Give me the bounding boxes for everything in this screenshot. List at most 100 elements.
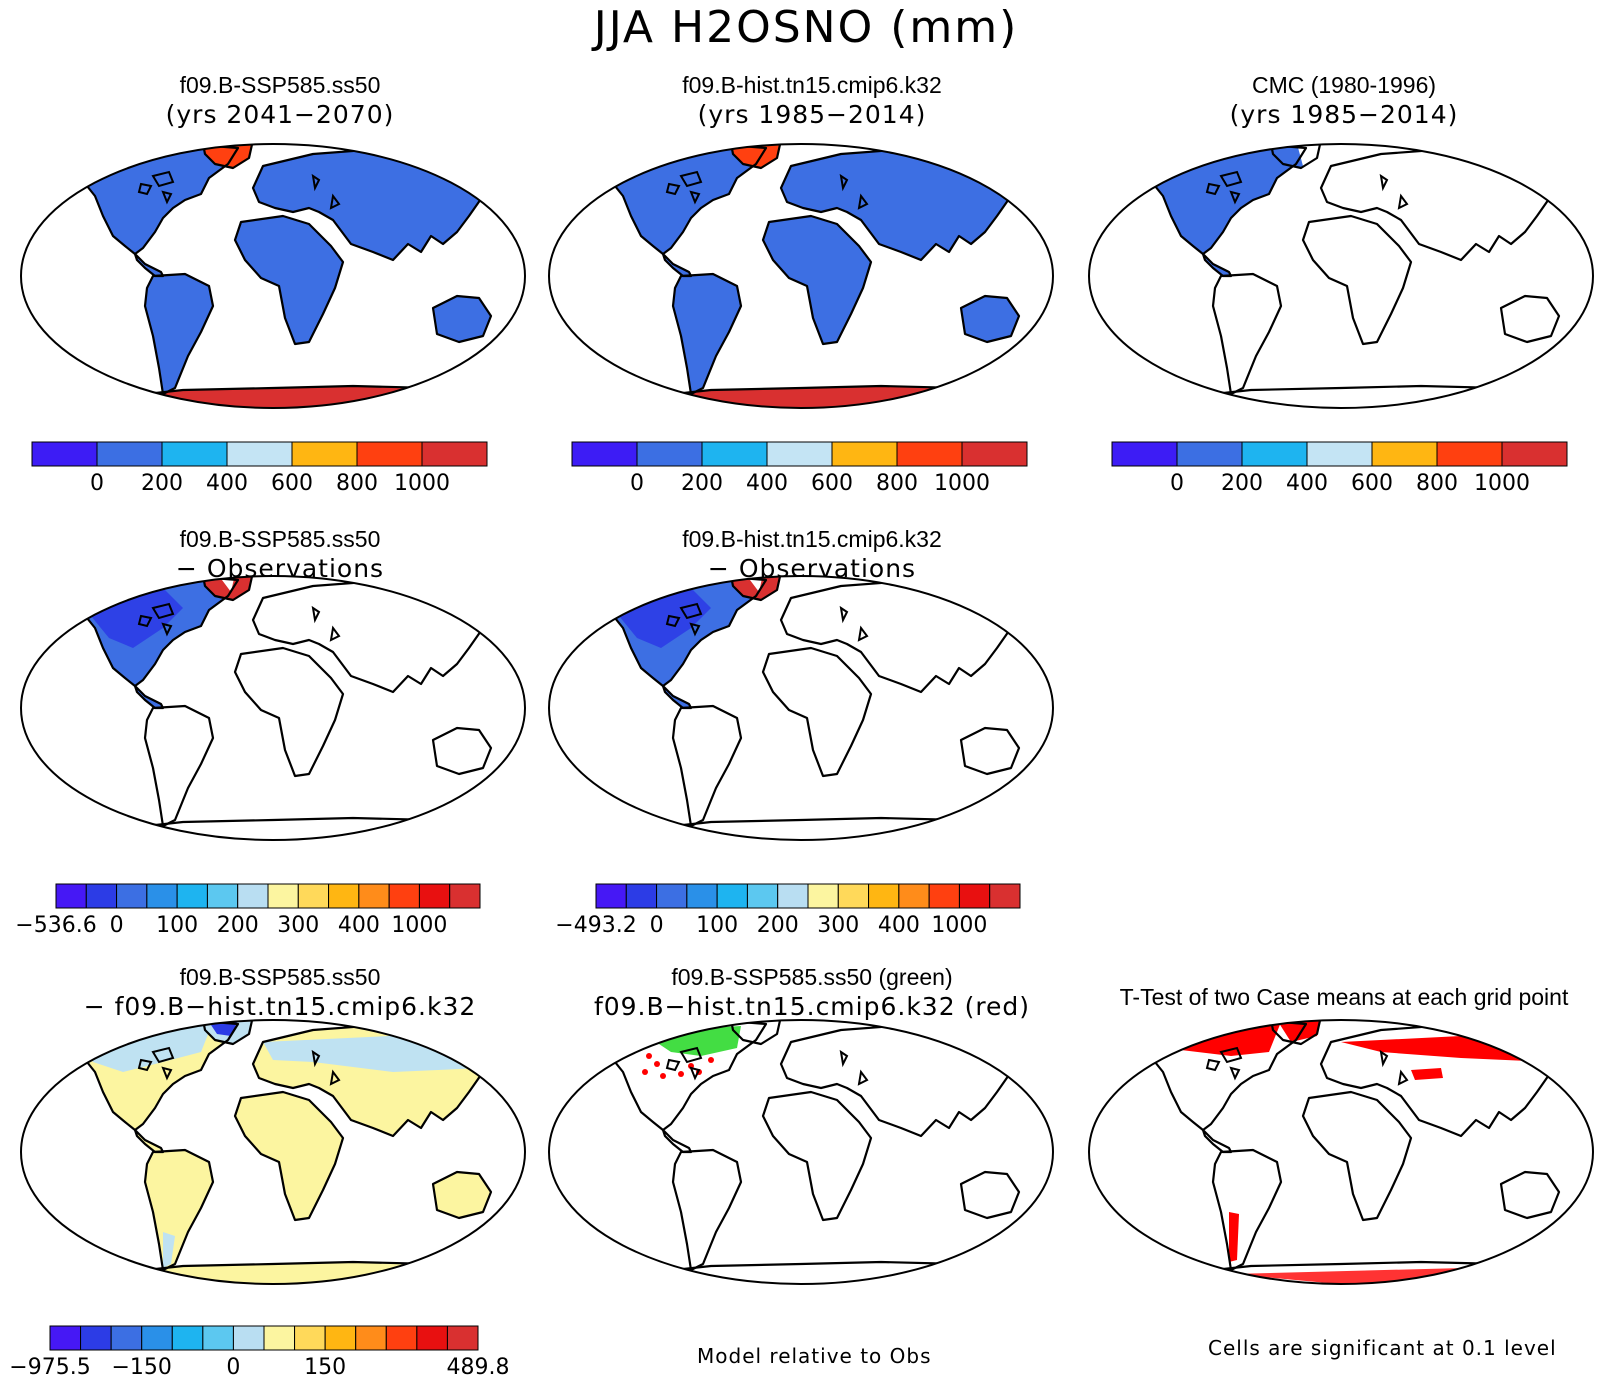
colorbar-label: 489.8 (447, 1355, 510, 1380)
panel-title-1: f09.B-SSP585.ss50 (yrs 2041−2070) (0, 70, 560, 130)
map-panel-hist (547, 143, 1055, 409)
landmass-southAmerica (673, 274, 741, 394)
colorbar-label: −493.2 (555, 913, 636, 938)
map-boundary (547, 143, 1055, 409)
coastline-southAmerica (671, 704, 743, 828)
panel-title-3: CMC (1980-1996) (yrs 1985−2014) (1064, 70, 1612, 130)
colorbar-label: 800 (876, 471, 918, 496)
colorbar-swatch (49, 1325, 82, 1351)
colorbar-swatch (1501, 441, 1568, 467)
coastline-africa (1301, 1090, 1413, 1222)
colorbar-label: 0 (90, 471, 104, 496)
lake-outline (1379, 1049, 1389, 1068)
coastline-southAmerica (671, 1148, 743, 1272)
colorbar-label: 400 (206, 471, 248, 496)
colorbar-difference-2: −493.2 0 100 200 300 400 1000 (555, 883, 1021, 938)
map-panel-ssp585 (19, 143, 527, 409)
colorbar-swatch (55, 883, 87, 909)
colorbar-swatch (385, 1325, 418, 1351)
lake-outline (679, 170, 703, 188)
map-panel-ssp585-minus-obs (19, 575, 527, 841)
lake-outline (1397, 193, 1409, 210)
lake-outline (151, 602, 175, 620)
lake-outline (665, 1058, 681, 1072)
coastline-greenland (201, 1020, 255, 1046)
landmass-africa (763, 1092, 871, 1220)
colorbar-label: 150 (304, 1355, 346, 1380)
colorbar-label: 1000 (934, 471, 990, 496)
lake-outline (1219, 1046, 1243, 1064)
lake-outline (311, 605, 321, 624)
landmass-africa (235, 648, 343, 776)
panel-title-2-line2: (yrs 1985−2014) (697, 100, 927, 129)
coastline-australia (431, 726, 493, 776)
colorbar-absolute-3: 0 200 400 600 800 1000 (1111, 441, 1568, 496)
colorbar-swatch (421, 441, 488, 467)
landmass-africa (235, 216, 343, 344)
coastline-northAmerica (589, 1020, 768, 1132)
lake-outline (137, 182, 153, 196)
lake-outline (839, 173, 849, 192)
colorbar-label: 200 (681, 471, 723, 496)
colorbar-label: −536.6 (15, 913, 96, 938)
colorbar-swatch (1371, 441, 1438, 467)
colorbar-swatch (571, 441, 638, 467)
coastline-southAmerica (143, 272, 215, 396)
colorbar-swatch (171, 1325, 204, 1351)
lake-outline (329, 625, 341, 642)
colorbar-label: 1000 (391, 913, 447, 938)
coastline-northAmerica (61, 576, 240, 688)
colorbar-label: 0 (110, 913, 124, 938)
coastline-northAmerica (589, 576, 768, 688)
colorbar-swatch (161, 441, 228, 467)
panel-title-6: f09.B-SSP585.ss50 − f09.B−hist.tn15.cmip… (0, 962, 560, 1022)
colorbar-label: 800 (336, 471, 378, 496)
colorbar-swatch (237, 883, 269, 909)
panel-title-1-line2: (yrs 2041−2070) (165, 100, 395, 129)
coastline-australia (959, 294, 1021, 344)
colorbar-absolute-1: 0 200 400 600 800 1000 (31, 441, 488, 496)
colorbar-label: 800 (1416, 471, 1458, 496)
landmass-southAmerica (145, 706, 213, 826)
coastline-greenland (201, 144, 255, 170)
lake-outline (857, 1069, 869, 1086)
colorbar-swatch (686, 883, 718, 909)
colorbar-swatch (1436, 441, 1503, 467)
landmass-southAmerica (673, 1150, 741, 1270)
colorbar-swatch (896, 441, 963, 467)
panel-title-5-line1: f09.B-hist.tn15.cmip6.k32 (682, 526, 942, 552)
landmass-australia (433, 296, 491, 342)
colorbar-swatch (356, 441, 423, 467)
colorbar-swatch (766, 441, 833, 467)
lake-outline (151, 1046, 175, 1064)
colorbar-label: 400 (338, 913, 380, 938)
colorbar-swatch (418, 883, 451, 909)
panel-title-2-line1: f09.B-hist.tn15.cmip6.k32 (682, 72, 942, 98)
colorbar-swatch (807, 883, 839, 909)
colorbar-swatch (961, 441, 1028, 467)
hist-relative-point (654, 1061, 660, 1067)
landmass-australia (433, 728, 491, 774)
landmass-southAmerica (145, 274, 213, 394)
lake-outline (857, 625, 869, 642)
landmass-africa (763, 216, 871, 344)
colorbar-difference-1: −536.6 0 100 200 300 400 1000 (15, 883, 481, 938)
colorbar-label: 200 (217, 913, 259, 938)
landmass-africa (235, 1092, 343, 1220)
coastline-africa (761, 214, 873, 346)
coastline-southAmerica (1211, 1148, 1283, 1272)
coastline-africa (233, 1090, 345, 1222)
lake-outline (1229, 190, 1241, 205)
coastline-africa (1301, 214, 1413, 346)
model-relative-note: Model relative to Obs (697, 1344, 932, 1368)
map-panel-model-relative (547, 1019, 1055, 1285)
colorbar-label: −150 (111, 1355, 171, 1380)
colorbar-label: −975.5 (9, 1355, 90, 1380)
colorbar-swatch (206, 883, 239, 909)
coastline-northAmerica (61, 1020, 240, 1132)
colorbar-swatch (837, 883, 870, 909)
colorbar-swatch (636, 441, 703, 467)
coastline-australia (1499, 294, 1561, 344)
lake-outline (161, 622, 173, 637)
map-panel-cmc-obs (1087, 143, 1595, 409)
